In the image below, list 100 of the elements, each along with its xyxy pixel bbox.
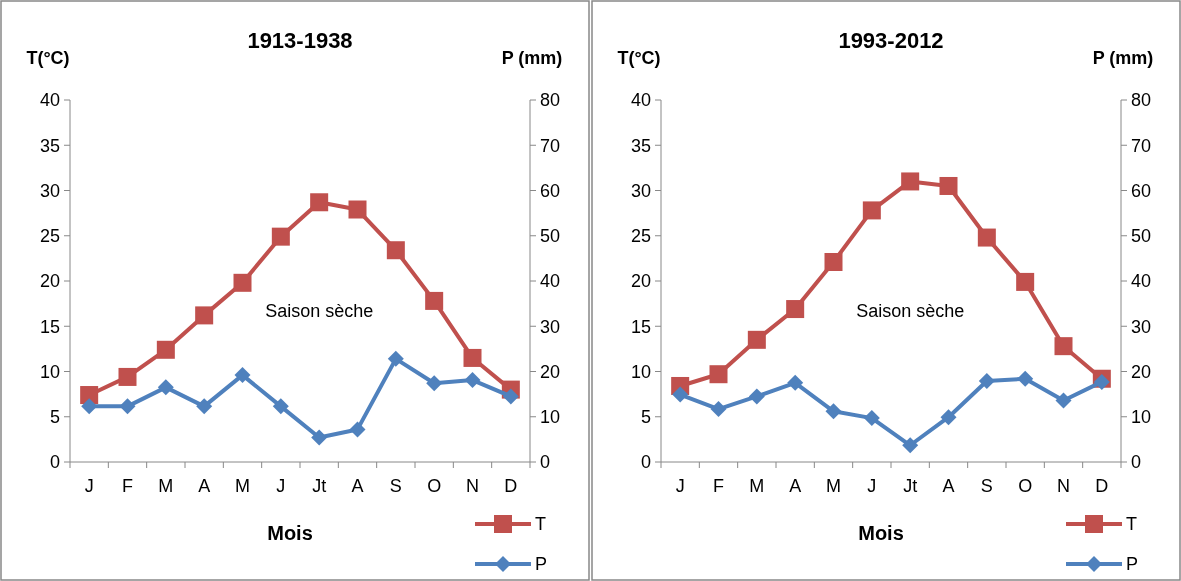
point: [196, 398, 213, 415]
y2-tick-label: 30: [540, 316, 561, 337]
point: [426, 375, 443, 392]
point: [502, 388, 519, 405]
annotation: Saison sèche: [856, 301, 965, 322]
y-tick-label: 25: [630, 226, 651, 247]
point: [710, 401, 727, 418]
point: [349, 421, 366, 438]
x-tick-label: M: [158, 476, 174, 496]
point: [747, 330, 766, 349]
x-tick-label: M: [826, 476, 841, 496]
point: [825, 403, 842, 420]
point: [901, 172, 920, 191]
y-tick-label: 15: [630, 316, 651, 337]
annotation: Saison sèche: [265, 301, 374, 322]
point: [940, 409, 957, 426]
x-tick-label: O: [427, 476, 442, 496]
y2-tick-label: 70: [1131, 135, 1152, 156]
x-tick-label: N: [1057, 476, 1070, 496]
point: [387, 350, 404, 367]
x-axis-title: Mois: [267, 522, 313, 544]
x-tick-label: F: [122, 476, 133, 496]
point: [272, 398, 289, 415]
x-tick-label: N: [466, 476, 479, 496]
x-tick-label: S: [980, 476, 993, 496]
point: [939, 176, 958, 195]
y2-tick-label: 10: [1131, 407, 1152, 428]
legend-label: P: [1126, 554, 1139, 575]
x-tick-label: S: [389, 476, 402, 496]
y-tick-label: 35: [39, 135, 60, 156]
x-axis-title: Mois: [858, 522, 904, 544]
x-tick-label: A: [942, 476, 955, 496]
point: [81, 398, 98, 415]
y-tick-label: 10: [630, 361, 651, 382]
x-tick-label: J: [84, 476, 94, 496]
point: [271, 227, 290, 246]
x-tick-label: J: [276, 476, 286, 496]
x-tick-label: D: [1095, 476, 1109, 496]
y2-tick-label: 40: [1131, 271, 1152, 292]
y2-tick-label: 60: [540, 180, 561, 201]
point: [195, 306, 214, 325]
point: [348, 200, 367, 219]
point: [386, 241, 405, 260]
point: [824, 253, 843, 271]
point: [80, 386, 99, 405]
point: [157, 379, 174, 396]
point: [1055, 392, 1072, 409]
point: [978, 373, 995, 389]
x-tick-label: F: [713, 476, 724, 496]
y-tick-label: 5: [49, 407, 60, 428]
point: [1093, 373, 1110, 390]
point: [672, 386, 689, 403]
point: [233, 273, 252, 292]
y-tick-label: 40: [630, 90, 651, 111]
point: [709, 365, 728, 384]
y-tick-label: 30: [39, 180, 60, 201]
point: [902, 437, 919, 454]
y-tick-label: 0: [49, 452, 60, 473]
point: [119, 398, 136, 415]
y-tick-label: 30: [630, 180, 651, 201]
y-axis-title: T(°C): [26, 48, 70, 68]
point: [786, 300, 805, 319]
y2-axis-title: P (mm): [501, 48, 563, 68]
chart-title: 1913-1938: [247, 28, 353, 53]
y2-tick-label: 50: [1131, 226, 1152, 247]
legend-label: T: [1126, 514, 1137, 535]
point: [862, 201, 881, 220]
point: [1016, 272, 1035, 291]
x-tick-label: D: [504, 476, 518, 496]
y2-tick-label: 70: [540, 135, 561, 156]
legend-label: P: [535, 554, 548, 575]
y2-tick-label: 60: [1131, 180, 1152, 201]
y2-tick-label: 20: [540, 361, 561, 382]
y2-tick-label: 40: [540, 271, 561, 292]
y2-tick-label: 0: [1131, 452, 1142, 473]
x-tick-label: M: [749, 476, 765, 496]
y-tick-label: 40: [39, 90, 60, 111]
x-tick-label: J: [675, 476, 685, 496]
y2-tick-label: 0: [540, 452, 551, 473]
x-tick-label: A: [351, 476, 364, 496]
y-tick-label: 20: [39, 271, 60, 292]
y-axis-title: T(°C): [617, 48, 661, 68]
x-tick-label: Jt: [312, 476, 327, 496]
point: [748, 388, 765, 405]
y2-tick-label: 50: [540, 226, 561, 247]
point: [787, 374, 804, 391]
x-tick-label: A: [198, 476, 211, 496]
point: [464, 372, 481, 389]
point: [156, 340, 175, 359]
point: [977, 228, 996, 247]
point: [118, 367, 137, 386]
y-tick-label: 25: [39, 226, 60, 247]
point: [1054, 337, 1073, 356]
point: [863, 410, 880, 427]
point: [310, 193, 329, 212]
y-tick-label: 15: [39, 316, 60, 337]
x-tick-label: Jt: [903, 476, 918, 496]
y-tick-label: 5: [640, 407, 651, 428]
point: [425, 291, 444, 310]
x-tick-label: O: [1018, 476, 1033, 496]
